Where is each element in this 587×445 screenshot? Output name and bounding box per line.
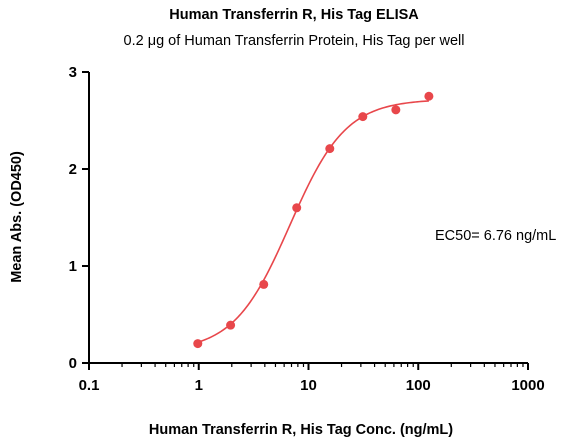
y-tick-label: 3 [69, 64, 77, 81]
y-axis-label: Mean Abs. (OD450) [9, 151, 25, 283]
axes [88, 72, 528, 364]
x-tick-label: 1 [195, 377, 203, 394]
x-tick-label: 10 [300, 377, 317, 394]
data-point [325, 144, 335, 154]
data-point [193, 339, 203, 349]
data-point [259, 279, 269, 289]
y-tick-label: 1 [69, 258, 77, 275]
x-axis-label: Human Transferrin R, His Tag Conc. (ng/m… [149, 422, 453, 438]
data-point [424, 91, 434, 101]
fit-curve [197, 100, 429, 344]
x-tick-label: 0.1 [79, 377, 100, 394]
y-tick-label: 0 [69, 355, 77, 372]
data-points [193, 91, 434, 349]
data-point [391, 105, 401, 115]
chart-subtitle: 0.2 μg of Human Transferrin Protein, His… [124, 33, 465, 49]
ec50-annotation: EC50= 6.76 ng/mL [435, 228, 556, 244]
x-tick-label: 1000 [511, 377, 544, 394]
y-tick-label: 2 [69, 161, 77, 178]
data-point [226, 320, 236, 330]
x-ticks: 0.1 1 10 100 1000 [79, 363, 545, 394]
x-tick-label: 100 [406, 377, 431, 394]
data-point [358, 112, 368, 122]
chart-title: Human Transferrin R, His Tag ELISA [169, 7, 419, 23]
data-point [292, 203, 302, 213]
y-ticks: 0 1 2 3 [69, 64, 89, 372]
